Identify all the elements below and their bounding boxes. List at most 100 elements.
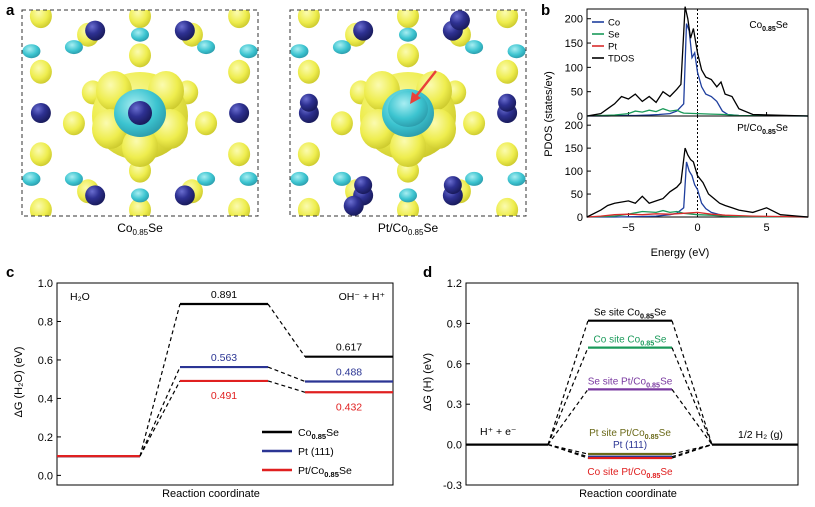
- metal-atom: [174, 185, 195, 206]
- c-final-state-label: OH⁻ + H⁺: [339, 291, 386, 303]
- d-y-tick-label: 0.6: [447, 359, 462, 371]
- metal-atom: [30, 103, 51, 123]
- d-final-state-label: 1/2 H₂ (g): [738, 429, 783, 441]
- metal-atom: [85, 185, 106, 206]
- c-connector: [267, 366, 306, 383]
- d-y-tick-label: 0.0: [447, 440, 462, 452]
- c-data-label: 0.488: [336, 366, 362, 378]
- d-level-label: Co site Co0.85Se: [594, 335, 667, 348]
- c-legend-label: Pt/Co0.85Se: [298, 465, 352, 479]
- cyan-lobe: [239, 171, 258, 186]
- c-data-label: 0.617: [336, 342, 362, 354]
- yellow-lobe: [297, 142, 320, 167]
- metal-atom-extra: [299, 93, 318, 112]
- water-dissociation-energy-diagram: 0.0 0.2 0.4 0.6 0.8 1.0 0.891 0.617 0.563 0.488 0.…: [38, 278, 394, 486]
- cyan-lobe: [290, 171, 309, 186]
- metal-atom: [343, 195, 364, 216]
- yellow-lobe: [297, 197, 320, 216]
- cyan-lobe: [332, 171, 351, 186]
- c-data-label: 0.891: [211, 289, 237, 301]
- metal-atom: [353, 20, 374, 41]
- c-y-tick-label: 0.6: [38, 355, 53, 367]
- panel-b-letter: b: [541, 2, 550, 19]
- legend-label-se: Se: [608, 30, 620, 41]
- d-connector-right: [671, 389, 713, 445]
- yellow-lobe: [496, 59, 519, 84]
- d-level-label: Pt (111): [613, 440, 647, 451]
- c-connector: [139, 380, 181, 457]
- arrow-shaft: [413, 70, 437, 100]
- yellow-lobe: [228, 197, 251, 216]
- yellow-lobe: [496, 10, 519, 29]
- pdos-series-se: [586, 108, 809, 117]
- cyan-lobe: [197, 40, 216, 55]
- c-connector: [267, 380, 306, 393]
- panel-a-letter: a: [6, 2, 15, 19]
- yellow-lobe: [228, 10, 251, 29]
- pdos-plot-co085se: 0 50 100 150 200: [565, 6, 809, 123]
- metal-atom-extra: [498, 93, 517, 112]
- pdos-y-tick-label: 100: [565, 166, 583, 178]
- yellow-lobe: [62, 111, 85, 136]
- d-y-tick-label: 0.3: [447, 399, 462, 411]
- cyan-lobe: [22, 44, 41, 59]
- yellow-lobe: [228, 142, 251, 167]
- pdos-y-tick-label: 50: [571, 87, 583, 99]
- cyan-lobe: [290, 44, 309, 59]
- arrow-head: [410, 92, 421, 104]
- metal-atom-extra: [443, 176, 462, 195]
- c-x-axis-label: Reaction coordinate: [162, 488, 260, 500]
- yellow-lobe: [297, 10, 320, 29]
- cyan-lobe: [131, 27, 149, 42]
- panel-c-letter: c: [6, 264, 14, 281]
- pdos-y-tick-label: 0: [577, 212, 583, 224]
- metal-atom: [449, 10, 470, 31]
- yellow-lobe: [228, 59, 251, 84]
- yellow-lobe: [29, 10, 52, 29]
- d-initial-state-label: H⁺ + e⁻: [480, 426, 517, 438]
- cyan-lobe: [399, 188, 417, 203]
- pdos-y-tick-label: 150: [565, 38, 583, 50]
- d-level-label: Se site Co0.85Se: [594, 308, 667, 321]
- charge-density-map-pt-co085se: [290, 10, 526, 216]
- c-data-label: 0.432: [336, 401, 362, 413]
- d-x-axis-label: Reaction coordinate: [579, 488, 677, 500]
- d-y-tick-label: 0.9: [447, 318, 462, 330]
- cyan-lobe: [399, 27, 417, 42]
- yellow-lobe: [195, 111, 218, 136]
- metal-atom: [229, 103, 250, 123]
- legend-label-co: Co: [608, 18, 620, 29]
- c-y-tick-label: 0.4: [38, 393, 53, 405]
- yellow-lobe: [129, 197, 151, 216]
- legend-label-pt: Pt: [608, 42, 617, 53]
- pdos-y-tick-label: 0: [577, 111, 583, 123]
- yellow-lobe: [29, 197, 52, 216]
- d-connector-left: [547, 320, 589, 445]
- d-connector-left: [547, 389, 589, 445]
- c-legend-label: Co0.85Se: [298, 427, 339, 441]
- pdos-y-tick-label: 100: [565, 62, 583, 74]
- yellow-lobe: [29, 59, 52, 84]
- pdos-bottom-label: Pt/Co0.85Se: [737, 123, 788, 136]
- c-data-label: 0.563: [211, 352, 237, 364]
- cyan-lobe: [22, 171, 41, 186]
- c-y-tick-label: 1.0: [38, 278, 53, 290]
- caption-pt-co085se: Pt/Co0.85Se: [378, 221, 439, 237]
- map-frame-right: [289, 9, 527, 217]
- pdos-x-tick-label: −5: [622, 222, 635, 234]
- cyan-lobe: [64, 40, 83, 55]
- pdos-series-tdos: [586, 147, 809, 218]
- cyan-lobe: [332, 40, 351, 55]
- c-connector: [139, 366, 181, 457]
- pdos-y-tick-label: 200: [565, 120, 583, 132]
- c-y-axis-label: ΔG (H₂O) (eV): [13, 347, 25, 418]
- cyan-lobe: [64, 171, 83, 186]
- pdos-x-axis-label: Energy (eV): [651, 247, 710, 259]
- panel-d-letter: d: [423, 264, 432, 281]
- center-atom: [128, 101, 152, 125]
- center-yellow-sublobe: [390, 127, 426, 167]
- pdos-series-co: [587, 23, 809, 117]
- yellow-lobe: [463, 111, 486, 136]
- yellow-lobe: [496, 197, 519, 216]
